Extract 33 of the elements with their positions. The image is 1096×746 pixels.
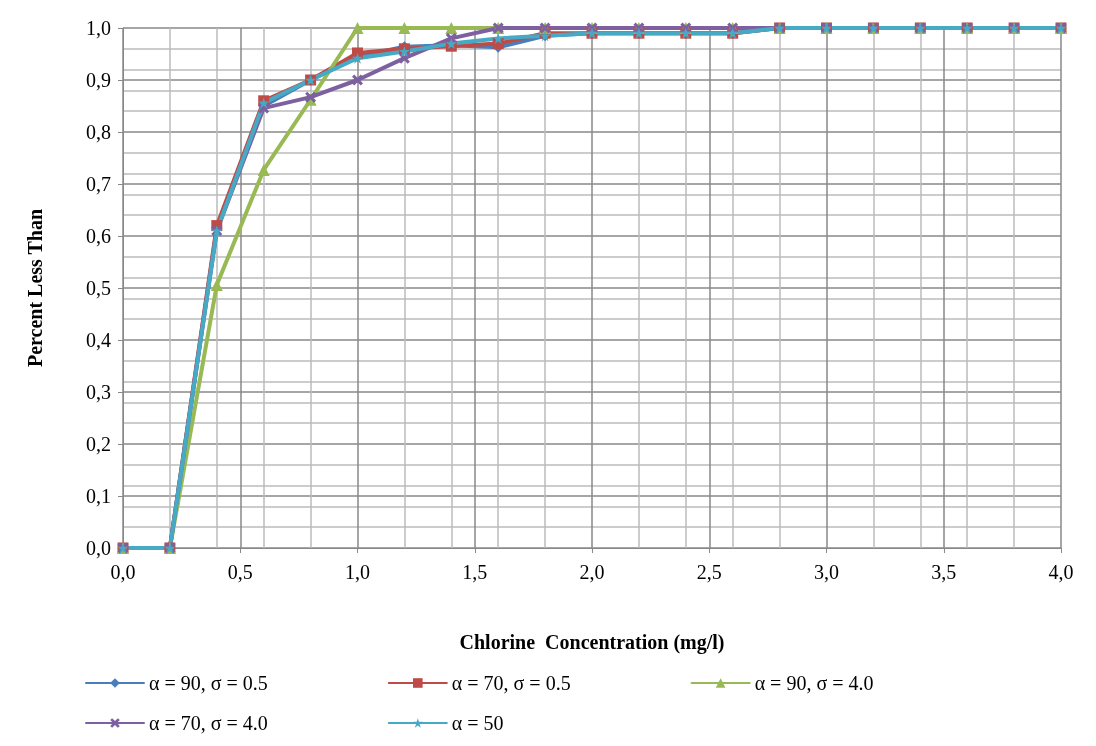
x-tick-label: 2,5: [696, 561, 722, 583]
y-tick-label: 0,2: [86, 433, 111, 455]
y-tick-label: 0,9: [86, 69, 111, 91]
y-tick-label: 0,3: [86, 381, 111, 403]
y-tick-label: 0,8: [86, 121, 111, 143]
x-tick-label: 3,5: [931, 561, 957, 583]
y-tick-label: 1,0: [86, 17, 111, 39]
legend-label: α = 70, σ = 0.5: [451, 672, 571, 694]
point: [210, 278, 223, 291]
point: [398, 22, 411, 34]
legend-label: α = 50: [451, 712, 504, 734]
legend-label: α = 70, σ = 4.0: [149, 712, 268, 734]
x-tick-label: 2,0: [579, 561, 605, 583]
x-tick-label: 0,0: [110, 561, 136, 583]
y-tick-label: 0,0: [86, 537, 111, 559]
x-tick-label: 3,0: [814, 561, 839, 583]
x-axis-title: Chlorine Concentration (mg/l): [459, 631, 725, 654]
legend-label: α = 90, σ = 0.5: [149, 672, 268, 694]
legend-label: α = 90, σ = 4.0: [754, 672, 874, 694]
y-tick-label: 0,7: [86, 173, 111, 195]
y-tick-label: 0,6: [86, 225, 111, 247]
y-tick-label: 0,1: [86, 485, 111, 507]
x-tick-label: 0,5: [227, 561, 253, 583]
x-tick-label: 1,5: [462, 561, 488, 583]
y-axis-title: Percent Less Than: [24, 208, 46, 368]
y-tick-label: 0,5: [86, 277, 111, 299]
point: [351, 22, 364, 34]
y-tick-label: 0,4: [86, 329, 111, 351]
point: [352, 74, 363, 86]
point: [445, 22, 458, 34]
point: [257, 163, 270, 176]
x-tick-label: 4,0: [1048, 561, 1074, 583]
x-tick-label: 1,0: [345, 561, 370, 583]
